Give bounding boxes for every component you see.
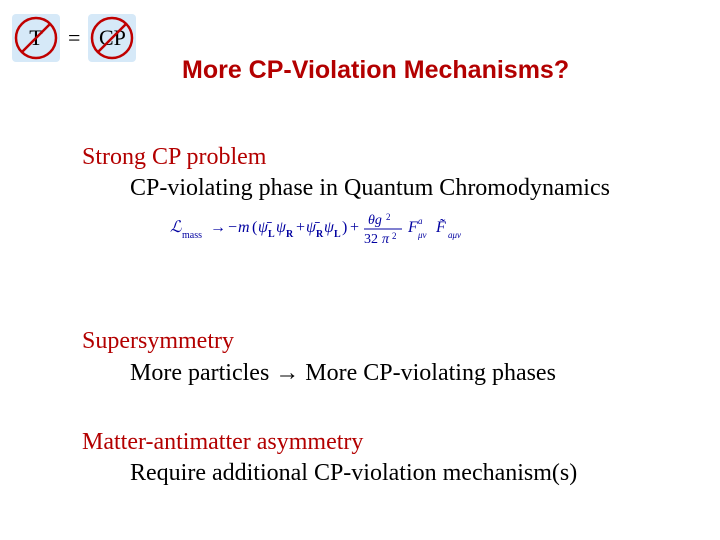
svg-text:aμν: aμν [448,230,461,240]
prohibit-circle-icon [12,14,60,62]
susy-body-post: More CP-violating phases [299,360,556,386]
equals-sign: = [68,25,80,51]
section-strong-cp: Strong CP problem CP-violating phase in … [82,144,680,250]
svg-text:π: π [382,232,390,247]
heading-strong-cp: Strong CP problem [82,144,680,171]
header-equation: T = CP [12,14,136,62]
prohibit-t: T [12,14,60,62]
heading-susy: Supersymmetry [82,328,680,355]
body-strong-cp: CP-violating phase in Quantum Chromodyna… [130,175,680,202]
svg-text:F̃: F̃ [435,218,446,236]
section-matter-antimatter: Matter-antimatter asymmetry Require addi… [82,429,680,487]
svg-text:θg: θg [368,213,382,228]
svg-text:2: 2 [386,212,391,222]
heading-matter: Matter-antimatter asymmetry [82,429,680,456]
qcd-lagrangian-formula: ℒ mass → − m ( ψ̄ L ψ R + ψ̄ R ψ L ) + [170,210,680,250]
svg-text:L: L [268,229,275,240]
svg-text:μν: μν [417,230,427,240]
svg-text:−: − [228,219,237,236]
prohibit-circle-icon [88,14,136,62]
svg-text:L: L [334,229,341,240]
svg-text:R: R [286,229,294,240]
body-matter: Require additional CP-violation mechanis… [130,460,680,487]
svg-text:R: R [316,229,324,240]
svg-text:→: → [210,219,226,236]
section-susy: Supersymmetry More particles → More CP-v… [82,328,680,387]
svg-text:+: + [350,219,359,236]
arrow-icon: → [275,359,299,386]
body-susy: More particles → More CP-violating phase… [130,359,680,387]
svg-text:): ) [342,219,347,236]
svg-text:F: F [407,219,418,236]
susy-body-pre: More particles [130,360,275,386]
svg-text:+: + [296,219,305,236]
svg-text:(: ( [252,219,257,236]
prohibit-cp: CP [88,14,136,62]
svg-text:a: a [418,216,423,226]
svg-text:ℒ: ℒ [170,219,182,236]
svg-text:mass: mass [182,230,202,241]
page-title: More CP-Violation Mechanisms? [182,56,569,85]
svg-text:32: 32 [364,232,378,247]
svg-text:m: m [238,219,250,236]
svg-text:2: 2 [392,231,397,241]
content-area: Strong CP problem CP-violating phase in … [82,144,680,487]
